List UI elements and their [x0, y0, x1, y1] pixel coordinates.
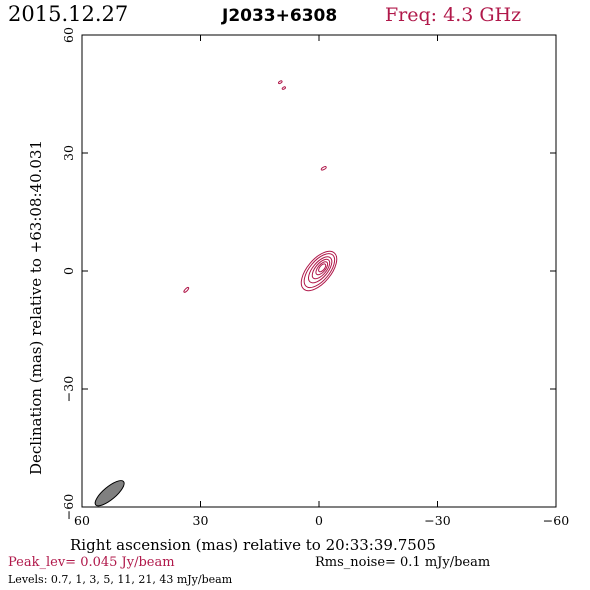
beam-layer	[94, 480, 125, 507]
peak-level: Peak_lev= 0.045 Jy/beam	[8, 555, 175, 570]
y-axis-title: Declination (mas) relative to +63:08:40.…	[27, 140, 45, 475]
y-tick-label: 30	[61, 145, 76, 161]
beam-ellipse	[94, 480, 125, 507]
source-name: J2033+6308	[221, 6, 337, 26]
core-contour	[308, 256, 333, 284]
x-tick-label: 60	[74, 513, 90, 528]
axis-ticks	[81, 34, 557, 508]
rms-noise: Rms_noise= 0.1 mJy/beam	[315, 555, 490, 570]
isolated-contour	[183, 286, 190, 293]
x-tick-label: −30	[424, 513, 450, 528]
x-tick-label: 30	[193, 513, 209, 528]
contour-levels: Levels: 0.7, 1, 3, 5, 11, 21, 43 mJy/bea…	[8, 573, 233, 586]
y-tick-label: −30	[61, 376, 76, 402]
core-contour	[318, 263, 327, 273]
isolated-contour	[320, 166, 327, 171]
core-contour	[311, 258, 331, 280]
core-contour	[303, 253, 336, 289]
frequency-label: Freq: 4.3 GHz	[385, 4, 521, 26]
x-tick-label: 0	[315, 513, 323, 528]
contour-layer	[183, 80, 338, 293]
core-contour	[300, 250, 338, 292]
observation-date: 2015.12.27	[8, 2, 128, 26]
y-tick-label: −60	[61, 494, 76, 520]
isolated-contour	[278, 80, 283, 85]
x-axis-title: Right ascension (mas) relative to 20:33:…	[70, 536, 436, 554]
y-tick-label: 60	[61, 27, 76, 43]
isolated-contour	[281, 86, 286, 90]
y-tick-label: 0	[61, 267, 76, 275]
core-contour	[315, 261, 329, 276]
x-tick-label: −60	[543, 513, 569, 528]
